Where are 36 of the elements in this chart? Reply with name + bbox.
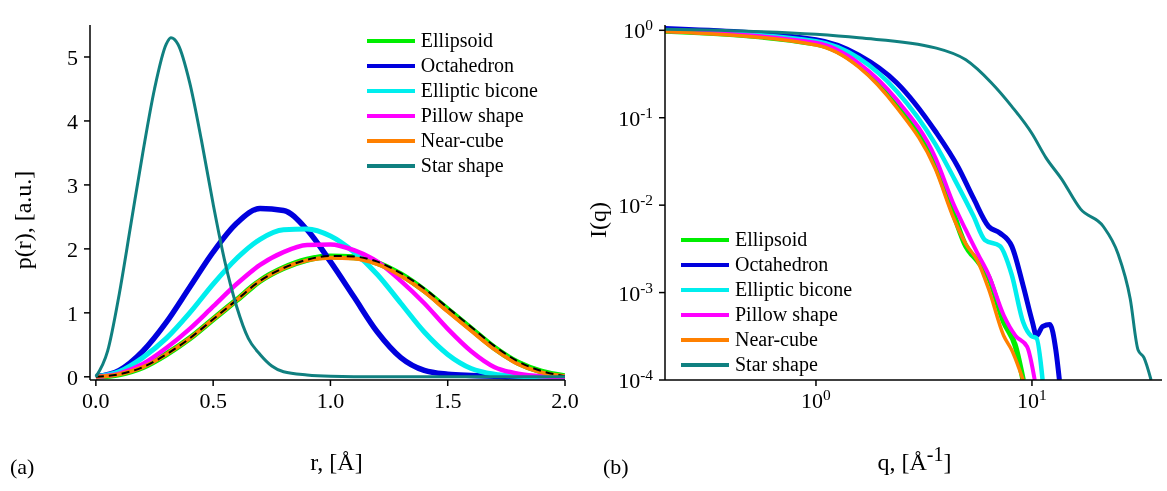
legend-label: Elliptic bicone bbox=[420, 78, 538, 103]
y-tick-label: 0 bbox=[67, 364, 78, 390]
y-tick-label: 4 bbox=[67, 108, 78, 134]
x-tick-label: 10$^{0}$ bbox=[801, 385, 832, 413]
legend-label: Star shape bbox=[420, 153, 504, 178]
x-tick-label: 2.0 bbox=[551, 388, 579, 413]
y-tick-label: 1 bbox=[67, 300, 78, 326]
legend-label: Near-cube bbox=[735, 327, 818, 352]
y-axis-title: p(r), [a.u.] bbox=[10, 170, 36, 270]
legend-label: Star shape bbox=[735, 352, 818, 377]
y-tick-label: 10$^{0}$ bbox=[623, 15, 654, 44]
legend-label: Near-cube bbox=[420, 128, 504, 153]
y-tick-label: 2 bbox=[67, 236, 78, 262]
y-tick-label: 5 bbox=[67, 44, 78, 70]
legend-label: Ellipsoid bbox=[735, 227, 808, 252]
y-tick-label: 10$^{-1}$ bbox=[618, 103, 653, 131]
text: (a) bbox=[10, 454, 35, 479]
y-tick-label: 10$^{-3}$ bbox=[618, 278, 654, 306]
x-axis-title: r, [Å] bbox=[310, 449, 363, 475]
legend-label: Octahedron bbox=[735, 252, 829, 277]
y-tick-label: 10$^{-4}$ bbox=[618, 365, 654, 393]
x-tick-label: 0.0 bbox=[82, 388, 110, 413]
legend-label: Ellipsoid bbox=[420, 28, 494, 53]
y-tick-label: 10$^{-2}$ bbox=[618, 190, 653, 219]
x-tick-label: 1.5 bbox=[433, 388, 462, 413]
legend-label: Pillow shape bbox=[735, 302, 838, 327]
y-axis-title: I(q) bbox=[585, 202, 611, 238]
legend-label: Pillow shape bbox=[420, 103, 524, 128]
x-tick-label: 0.5 bbox=[199, 388, 227, 413]
x-axis-title: q, [Å$^{-1}$] bbox=[877, 443, 952, 475]
x-tick-label: 10$^{1}$ bbox=[1017, 385, 1047, 413]
y-tick-label: 3 bbox=[67, 172, 78, 198]
legend-label: Octahedron bbox=[420, 53, 515, 78]
text: (b) bbox=[603, 454, 629, 479]
legend-label: Elliptic bicone bbox=[735, 277, 853, 302]
x-tick-label: 1.0 bbox=[316, 388, 345, 413]
